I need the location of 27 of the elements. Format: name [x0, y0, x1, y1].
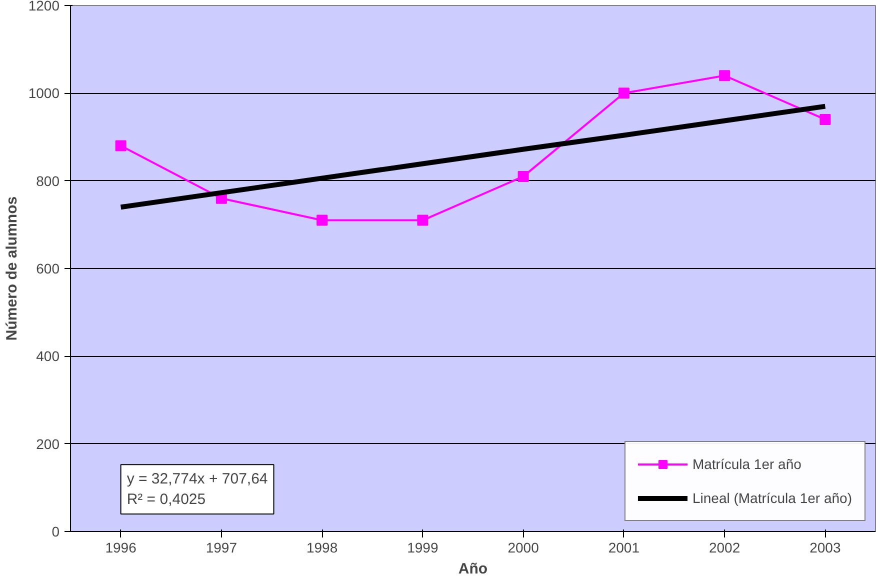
- y-tick-label: 1200: [28, 0, 60, 14]
- x-tick-label: 1996: [105, 540, 137, 556]
- y-tick-label: 200: [36, 436, 60, 452]
- legend-label: Matrícula 1er año: [692, 456, 802, 472]
- x-tick-label: 1998: [306, 540, 338, 556]
- y-tick-label: 600: [36, 260, 60, 276]
- x-tick-label: 1997: [206, 540, 238, 556]
- point: [820, 114, 831, 125]
- y-tick-label: 0: [52, 524, 60, 540]
- x-axis-title: Año: [458, 560, 488, 578]
- point: [518, 170, 529, 182]
- y-tick-label: 400: [36, 348, 60, 364]
- point: [316, 214, 328, 226]
- annotation: y = 32,774x + 707,64 R² = 0,4025: [126, 470, 268, 508]
- x-tick-label: 2000: [508, 540, 540, 556]
- y-tick-label: 1000: [28, 85, 60, 102]
- x-tick-label: 2003: [810, 540, 841, 556]
- x-tick-label: 2001: [608, 540, 640, 556]
- point: [719, 70, 730, 82]
- point: [115, 140, 126, 152]
- y-tick-label: 800: [36, 172, 60, 189]
- legend-label: Lineal (Matrícula 1er año): [692, 490, 852, 506]
- point: [417, 214, 428, 226]
- x-tick-label: 1999: [407, 540, 438, 556]
- x-tick-label: 2002: [708, 540, 740, 556]
- point: [618, 88, 630, 99]
- y-axis-title: Número de alumnos: [3, 196, 20, 341]
